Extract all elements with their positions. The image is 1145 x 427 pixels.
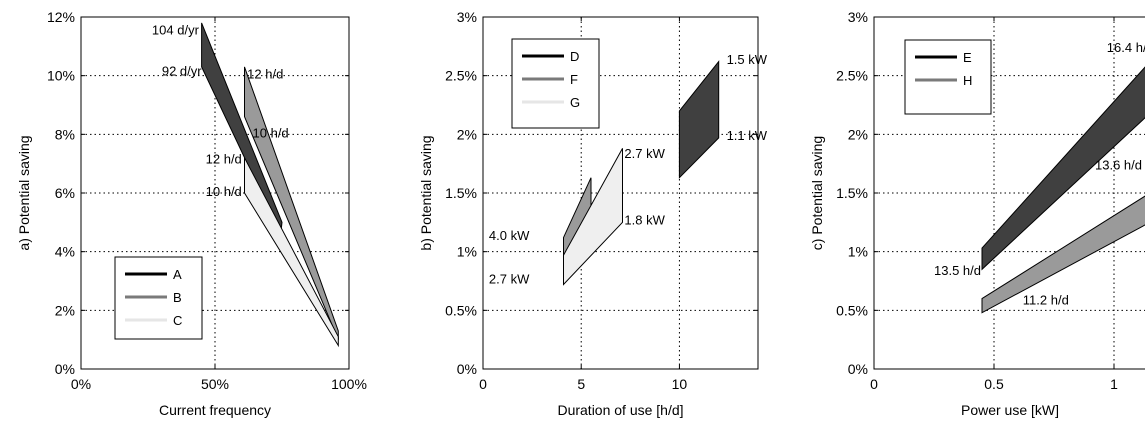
- y-tick-label: 1.5%: [445, 185, 477, 201]
- y-tick-label: 1%: [848, 244, 868, 260]
- legend: DFG: [511, 38, 600, 129]
- annotation-label: 13.6 h/d: [1095, 158, 1142, 173]
- annotation-label: 12 h/d: [206, 152, 242, 167]
- y-axis-label: c) Potential saving: [809, 136, 825, 250]
- y-tick-label: 3%: [848, 9, 868, 25]
- x-tick-label: 100%: [331, 376, 367, 392]
- series-h-band: [981, 195, 1145, 314]
- annotation-label: 1.5 kW: [727, 52, 768, 67]
- y-tick-label: 0%: [457, 361, 477, 377]
- x-tick-label: 0: [870, 376, 878, 392]
- y-tick-label: 1%: [457, 244, 477, 260]
- legend-label-h: H: [963, 73, 972, 88]
- chart-panel-2: 0 5 10 0% 0.5% 1% 1.5% 2% 2.5% 3% Duration of use …: [418, 9, 768, 418]
- x-tick-label: 0: [479, 376, 487, 392]
- x-tick-label: 10: [672, 376, 688, 392]
- legend-label-d: D: [570, 49, 579, 64]
- legend-label-a: A: [173, 267, 182, 282]
- annotation-label: 2.7 kW: [624, 146, 665, 161]
- y-tick-label: 10%: [47, 68, 75, 84]
- y-tick-label: 0%: [848, 361, 868, 377]
- y-tick-label: 4%: [55, 244, 75, 260]
- x-axis-label: Current frequency: [159, 402, 271, 418]
- chart-panel-1: 0% 50% 100% 0% 2% 4% 6% 8% 10% 12% Current frequen…: [16, 9, 367, 418]
- annotation-label: 1.8 kW: [624, 213, 665, 228]
- annotation-label: 104 d/yr: [152, 23, 200, 38]
- chart-panel-3: 0 0.5 1 0% 0.5% 1% 1.5% 2% 2.5% 3% Power use [kW] c…: [809, 9, 1145, 418]
- series-e-band: [981, 66, 1145, 271]
- y-tick-label: 3%: [457, 9, 477, 25]
- annotation-label: 92 d/yr: [162, 64, 202, 79]
- y-tick-label: 12%: [47, 9, 75, 25]
- annotation-label: 4.0 kW: [489, 228, 530, 243]
- annotation-label: 1.1 kW: [727, 128, 768, 143]
- y-axis-label: a) Potential saving: [16, 135, 32, 250]
- x-tick-label: 0%: [71, 376, 91, 392]
- legend-label-f: F: [570, 72, 578, 87]
- x-axis-label: Power use [kW]: [961, 402, 1059, 418]
- series-c-band: [244, 157, 339, 348]
- y-tick-label: 2%: [848, 126, 868, 142]
- annotation-label: 2.7 kW: [489, 271, 530, 286]
- y-axis-label: b) Potential saving: [418, 135, 434, 250]
- x-tick-label: 5: [577, 376, 585, 392]
- y-tick-label: 2%: [55, 302, 75, 318]
- x-tick-label: 1: [1110, 376, 1118, 392]
- annotation-label: 10 h/d: [253, 125, 289, 140]
- y-tick-label: 2.5%: [445, 68, 477, 84]
- annotation-label: 11.2 h/d: [1023, 292, 1069, 307]
- legend-label-g: G: [570, 95, 580, 110]
- y-tick-label: 6%: [55, 185, 75, 201]
- annotation-label: 16.4 h/d: [1107, 40, 1145, 55]
- legend: EH: [904, 39, 992, 115]
- legend-label-b: B: [173, 290, 182, 305]
- series-g-band: [563, 148, 623, 286]
- x-tick-label: 50%: [201, 376, 229, 392]
- y-tick-label: 0.5%: [836, 302, 868, 318]
- y-tick-label: 8%: [55, 126, 75, 142]
- series-d-band: [678, 60, 720, 179]
- legend: ABC: [114, 256, 203, 340]
- y-tick-label: 2.5%: [836, 68, 868, 84]
- annotation-label: 10 h/d: [206, 184, 242, 199]
- annotation-label: 13.5 h/d: [934, 263, 981, 278]
- y-tick-label: 2%: [457, 126, 477, 142]
- legend-label-e: E: [963, 50, 972, 65]
- legend-label-c: C: [173, 313, 182, 328]
- y-tick-label: 0%: [55, 361, 75, 377]
- annotation-label: 12 h/d: [247, 67, 283, 82]
- y-tick-label: 1.5%: [836, 185, 868, 201]
- y-tick-label: 0.5%: [445, 302, 477, 318]
- x-tick-label: 0.5: [984, 376, 1004, 392]
- x-axis-label: Duration of use [h/d]: [557, 402, 683, 418]
